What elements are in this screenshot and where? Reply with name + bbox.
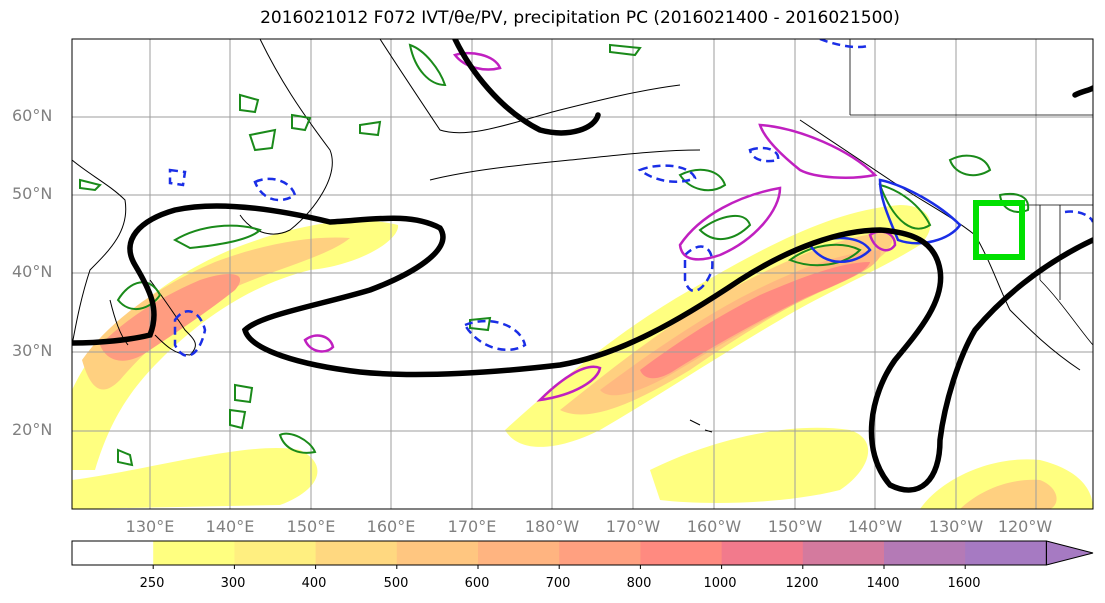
lat-label-20n: 20°N [12, 420, 53, 439]
lon-label-160e: 160°E [366, 517, 416, 536]
colorbar-segment [315, 541, 398, 565]
coast-kamchatka [239, 39, 333, 235]
pv-green-contours [79, 43, 1030, 467]
lat-label-50n: 50°N [12, 184, 53, 203]
colorbar-segment [965, 541, 1047, 565]
colorbar-segment [72, 541, 154, 565]
lon-label-130e: 130°E [125, 517, 175, 536]
ivt-region-south [72, 447, 318, 509]
colorbar-segment [640, 541, 723, 565]
lat-label-30n: 30°N [12, 341, 53, 360]
lon-label-140w: 140°W [847, 517, 903, 536]
theta-e-main [72, 203, 1093, 493]
ivt-region-west-mid [82, 237, 350, 390]
lon-label-180w: 180°W [524, 517, 580, 536]
colorbar-tick-label: 600 [464, 576, 490, 591]
lon-label-160w: 160°W [686, 517, 742, 536]
colorbar-tick-label: 400 [301, 576, 327, 591]
coast-asia [72, 159, 127, 346]
colorbar [71, 540, 1094, 569]
coast-japan [149, 279, 196, 356]
colorbar-tick-label: 300 [220, 576, 246, 591]
map-frame [71, 38, 1094, 510]
ivt-region-central-core [640, 262, 870, 379]
coast-aleutians [429, 149, 701, 181]
colorbar-tick-label: 500 [383, 576, 409, 591]
lon-label-150w: 150°W [767, 517, 823, 536]
ivt-region-south-east [650, 427, 869, 503]
colorbar-segment [396, 541, 479, 565]
theta-e-north [452, 39, 601, 136]
political-borders [849, 39, 1093, 346]
figure-title: 2016021012 F072 IVT/θe/PV, precipitation… [260, 8, 900, 28]
lat-label-40n: 40°N [12, 262, 53, 281]
colorbar-tick-label: 700 [545, 576, 571, 591]
colorbar-segment [153, 541, 235, 565]
pv-blue-contours [168, 39, 1093, 357]
theta-e-ne [1072, 85, 1093, 98]
lon-label-140e: 140°E [205, 517, 255, 536]
lon-label-120w: 120°W [997, 517, 1053, 536]
colorbar-tick-label: 1000 [703, 576, 737, 591]
colorbar-segment [478, 541, 560, 565]
target-region-box [973, 200, 1025, 260]
colorbar-extension [1045, 540, 1094, 566]
colorbar-tick-label: 1200 [785, 576, 819, 591]
coast-alaska [379, 39, 681, 134]
lon-label-150e: 150°E [286, 517, 336, 536]
ivt-region-far-east-mid [960, 479, 1057, 509]
colorbar-tick-label: 1600 [947, 576, 981, 591]
colorbar-tick-label: 800 [626, 576, 652, 591]
colorbar-segment [559, 541, 641, 565]
lon-label-170w: 170°W [605, 517, 661, 536]
theta-e-contours [72, 39, 1093, 493]
lon-label-130w: 130°W [928, 517, 984, 536]
colorbar-tick-label: 250 [139, 576, 165, 591]
lat-label-60n: 60°N [12, 106, 53, 125]
lon-label-170e: 170°E [447, 517, 497, 536]
colorbar-segment [802, 541, 885, 565]
colorbar-segment [234, 541, 317, 565]
colorbar-tick-label: 1400 [866, 576, 900, 591]
colorbar-segment [721, 541, 804, 565]
precip-contours [303, 51, 897, 402]
colorbar-segment [884, 541, 966, 565]
coast-hawaii [689, 419, 713, 433]
